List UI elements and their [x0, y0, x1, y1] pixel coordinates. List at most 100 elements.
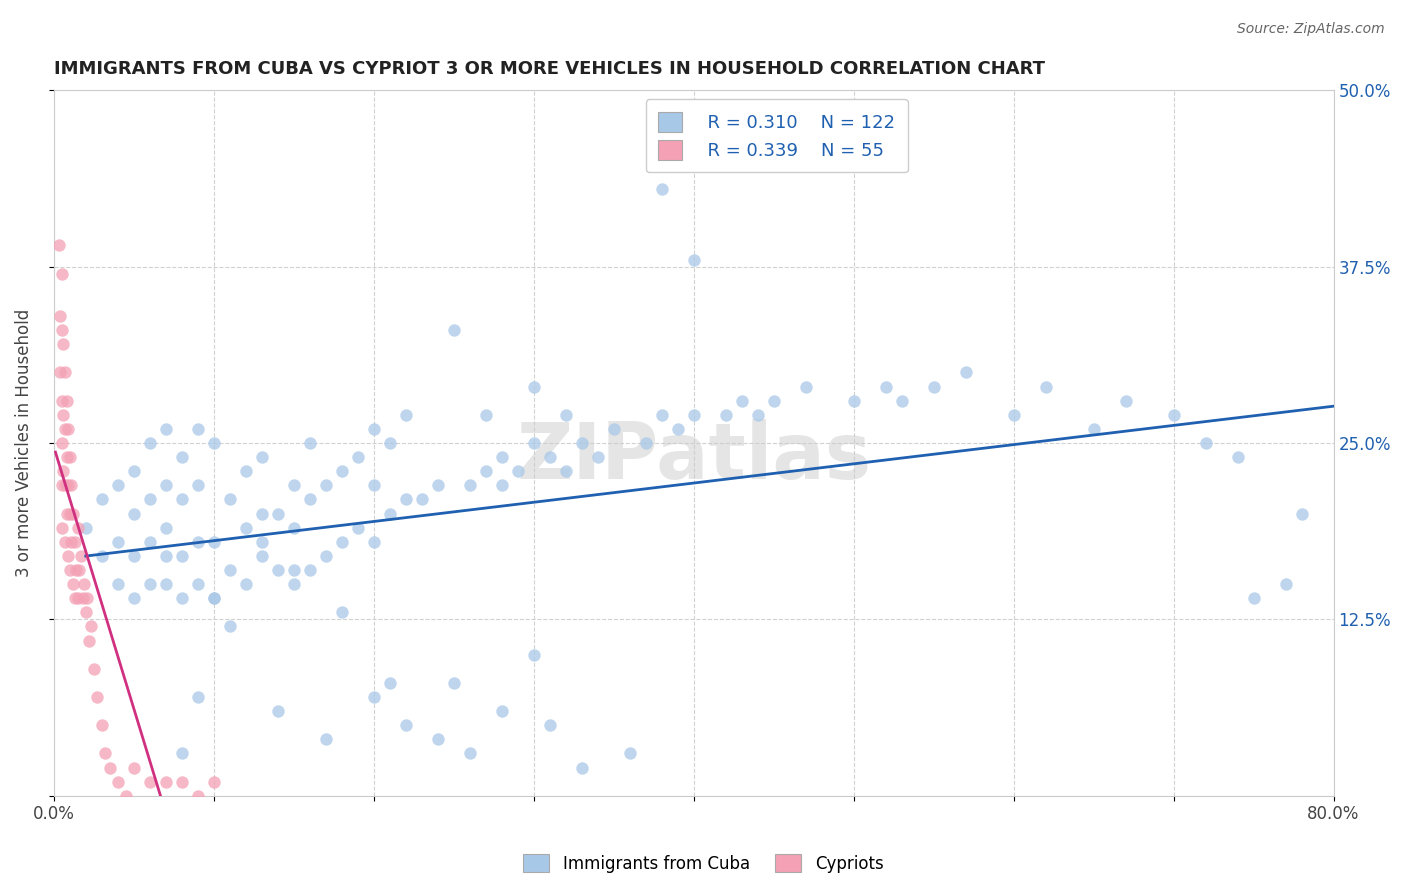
- Point: [1291, 507, 1313, 521]
- Point: [49, 366, 72, 380]
- Point: [458, 478, 481, 492]
- Point: [187, 478, 209, 492]
- Point: [298, 563, 321, 577]
- Point: [60, 478, 83, 492]
- Point: [298, 492, 321, 507]
- Point: [538, 450, 561, 464]
- Point: [55, 507, 77, 521]
- Point: [955, 366, 977, 380]
- Point: [554, 408, 576, 422]
- Point: [267, 704, 290, 718]
- Point: [395, 492, 418, 507]
- Point: [65, 563, 87, 577]
- Point: [51, 393, 73, 408]
- Point: [90, 492, 112, 507]
- Point: [474, 464, 496, 478]
- Point: [283, 521, 305, 535]
- Point: [107, 577, 129, 591]
- Point: [298, 436, 321, 450]
- Point: [90, 718, 112, 732]
- Point: [139, 492, 162, 507]
- Point: [586, 450, 609, 464]
- Point: [315, 478, 337, 492]
- Point: [523, 436, 546, 450]
- Point: [602, 422, 624, 436]
- Point: [75, 605, 97, 619]
- Point: [70, 549, 93, 563]
- Point: [922, 379, 945, 393]
- Point: [682, 408, 704, 422]
- Point: [53, 534, 76, 549]
- Point: [98, 760, 121, 774]
- Point: [363, 478, 385, 492]
- Point: [890, 393, 912, 408]
- Point: [682, 252, 704, 267]
- Point: [554, 464, 576, 478]
- Point: [1115, 393, 1137, 408]
- Point: [59, 563, 82, 577]
- Point: [155, 521, 177, 535]
- Point: [651, 408, 673, 422]
- Point: [458, 747, 481, 761]
- Point: [842, 393, 865, 408]
- Y-axis label: 3 or more Vehicles in Household: 3 or more Vehicles in Household: [15, 309, 32, 577]
- Point: [218, 492, 240, 507]
- Point: [76, 591, 98, 606]
- Point: [1194, 436, 1216, 450]
- Point: [49, 309, 72, 323]
- Point: [250, 534, 273, 549]
- Point: [523, 379, 546, 393]
- Point: [52, 464, 75, 478]
- Point: [283, 577, 305, 591]
- Point: [523, 648, 546, 662]
- Point: [571, 760, 593, 774]
- Point: [250, 549, 273, 563]
- Point: [51, 478, 73, 492]
- Point: [58, 549, 80, 563]
- Point: [202, 774, 225, 789]
- Point: [53, 478, 76, 492]
- Point: [714, 408, 737, 422]
- Point: [202, 591, 225, 606]
- Point: [94, 747, 117, 761]
- Point: [187, 534, 209, 549]
- Point: [107, 534, 129, 549]
- Point: [506, 464, 529, 478]
- Point: [651, 182, 673, 196]
- Legend:   R = 0.310    N = 122,   R = 0.339    N = 55: R = 0.310 N = 122, R = 0.339 N = 55: [645, 99, 908, 172]
- Point: [52, 337, 75, 351]
- Point: [762, 393, 785, 408]
- Point: [202, 534, 225, 549]
- Point: [58, 422, 80, 436]
- Point: [426, 478, 449, 492]
- Point: [363, 422, 385, 436]
- Point: [114, 789, 136, 803]
- Point: [491, 450, 513, 464]
- Point: [267, 563, 290, 577]
- Point: [58, 478, 80, 492]
- Point: [538, 718, 561, 732]
- Legend: Immigrants from Cuba, Cypriots: Immigrants from Cuba, Cypriots: [516, 847, 890, 880]
- Point: [187, 690, 209, 704]
- Point: [77, 633, 100, 648]
- Point: [170, 549, 193, 563]
- Text: IMMIGRANTS FROM CUBA VS CYPRIOT 3 OR MORE VEHICLES IN HOUSEHOLD CORRELATION CHAR: IMMIGRANTS FROM CUBA VS CYPRIOT 3 OR MOR…: [53, 60, 1045, 78]
- Point: [52, 408, 75, 422]
- Point: [395, 408, 418, 422]
- Point: [747, 408, 769, 422]
- Point: [79, 619, 101, 633]
- Point: [443, 323, 465, 337]
- Point: [63, 534, 86, 549]
- Point: [53, 366, 76, 380]
- Point: [363, 690, 385, 704]
- Point: [55, 393, 77, 408]
- Point: [330, 464, 353, 478]
- Point: [170, 591, 193, 606]
- Point: [363, 534, 385, 549]
- Point: [443, 676, 465, 690]
- Point: [187, 577, 209, 591]
- Point: [75, 521, 97, 535]
- Point: [1226, 450, 1249, 464]
- Point: [283, 563, 305, 577]
- Point: [63, 591, 86, 606]
